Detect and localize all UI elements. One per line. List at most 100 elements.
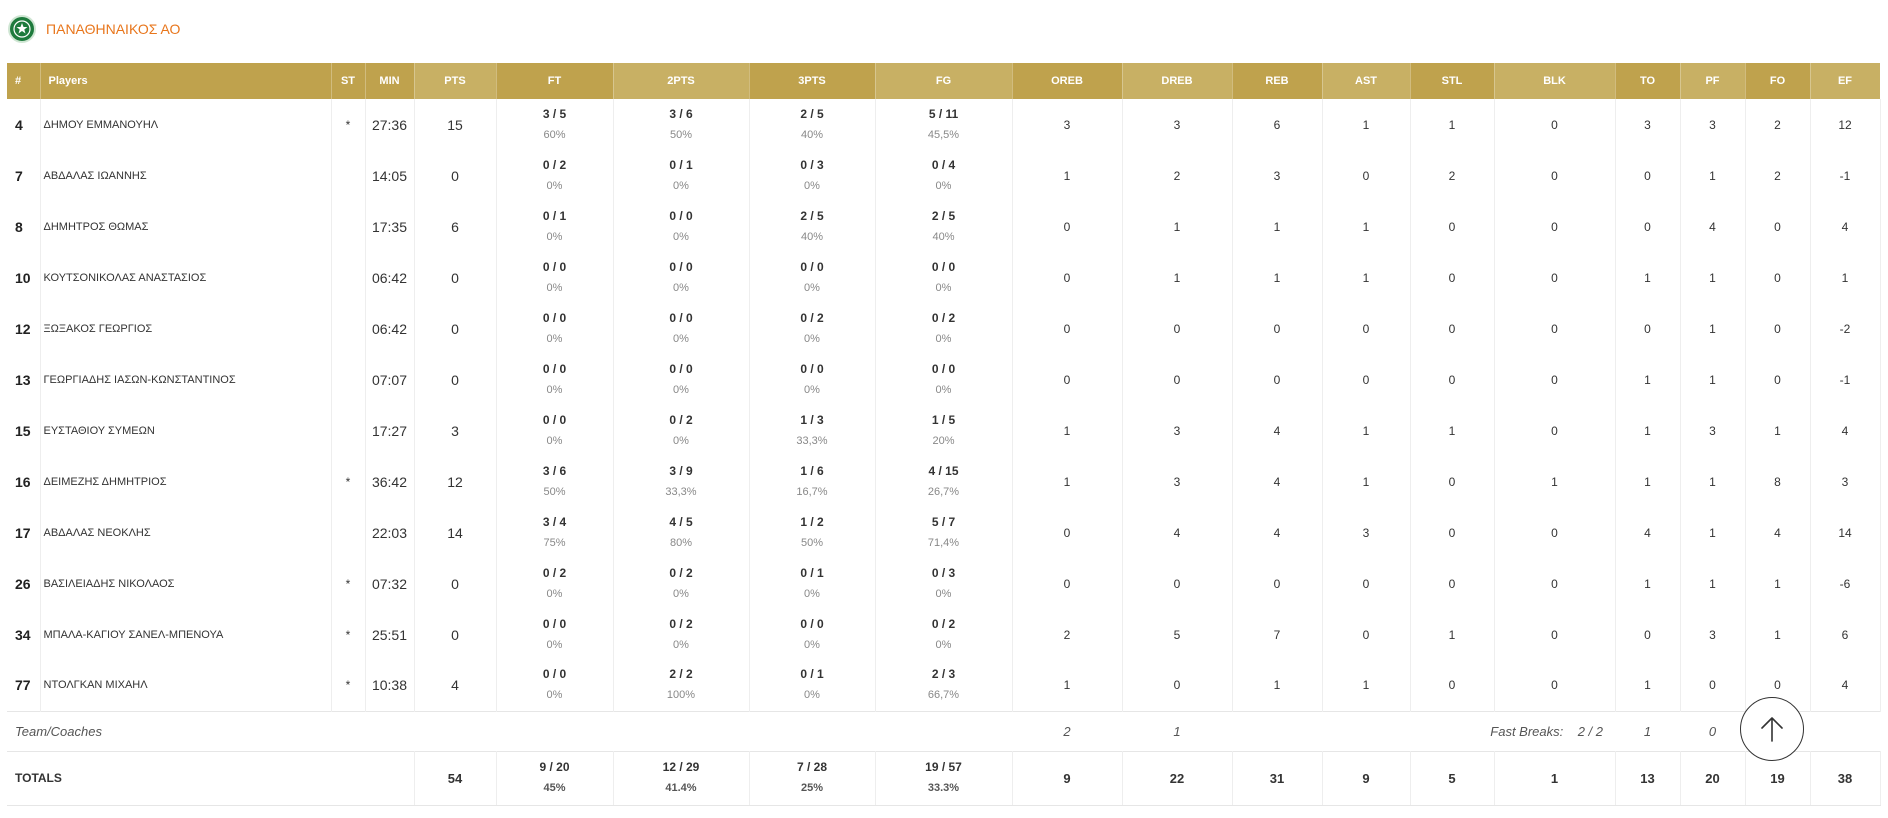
player-fo: 0 [1745,201,1811,252]
player-dreb: 0 [1122,558,1233,609]
column-header[interactable]: FO [1745,63,1811,99]
player-3pts: 0 / 0 0% [749,252,876,303]
player-reb: 3 [1232,150,1323,201]
player-ef: -2 [1810,303,1881,354]
player-3pts: 0 / 0 0% [749,609,876,660]
player-2pts: 0 / 2 0% [613,405,750,456]
player-blk: 0 [1494,507,1616,558]
player-stl: 0 [1410,558,1495,609]
player-2pts: 0 / 0 0% [613,303,750,354]
player-number: 77 [7,660,41,711]
totals-ft: 9 / 20 45% [496,750,614,806]
totals-reb: 31 [1232,750,1323,806]
scroll-to-top-button[interactable] [1740,697,1804,761]
player-2pts: 0 / 0 0% [613,354,750,405]
player-pts: 3 [414,405,497,456]
player-pts: 0 [414,252,497,303]
player-minutes: 06:42 [365,303,415,354]
column-header[interactable]: DREB [1122,63,1233,99]
player-pts: 12 [414,456,497,507]
team-dreb: 1 [1122,710,1232,751]
player-blk: 0 [1494,303,1616,354]
player-blk: 0 [1494,252,1616,303]
player-pf: 1 [1680,507,1746,558]
player-fg: 2 / 3 66,7% [875,660,1013,711]
player-name: ΑΒΔΑΛΑΣ ΝΕΟΚΛΗΣ [40,507,332,558]
column-header[interactable]: REB [1232,63,1323,99]
player-oreb: 0 [1012,558,1123,609]
column-header[interactable]: 3PTS [749,63,876,99]
player-minutes: 14:05 [365,150,415,201]
player-starter [331,303,366,354]
player-minutes: 36:42 [365,456,415,507]
player-row: 13 ΓΕΩΡΓΙΑΔΗΣ ΙΑΣΩΝ-ΚΩΝΣΤΑΝΤΙΝΟΣ 07:07 0 0 /… [7,354,1881,405]
column-header[interactable]: FG [875,63,1013,99]
column-header[interactable]: PF [1680,63,1746,99]
fast-breaks-label: Fast Breaks: [1490,723,1564,739]
fast-breaks: Fast Breaks: 2 / 2 [1410,710,1615,751]
column-header[interactable]: TO [1615,63,1681,99]
player-number: 17 [7,507,41,558]
player-pf: 1 [1680,354,1746,405]
player-blk: 0 [1494,660,1616,711]
team-name[interactable]: ΠΑΝΑΘΗΝΑΙΚΟΣ ΑΟ [46,21,181,37]
player-dreb: 2 [1122,150,1233,201]
column-header[interactable]: OREB [1012,63,1123,99]
column-header[interactable]: Players [40,63,332,99]
player-fo: 1 [1745,558,1811,609]
player-3pts: 2 / 5 40% [749,201,876,252]
player-row: 17 ΑΒΔΑΛΑΣ ΝΕΟΚΛΗΣ 22:03 14 3 / 4 75% 4 / 5 80%… [7,507,1881,558]
player-dreb: 0 [1122,660,1233,711]
team-coaches-row: Team/Coaches 2 1 Fast Breaks: 2 / 2 1 0 [7,710,1880,751]
column-header[interactable]: 2PTS [613,63,750,99]
player-fg: 2 / 5 40% [875,201,1013,252]
player-pts: 4 [414,660,497,711]
player-ft: 0 / 0 0% [496,303,614,354]
player-stl: 0 [1410,507,1495,558]
player-to: 1 [1615,558,1681,609]
player-ef: 4 [1810,201,1881,252]
player-number: 15 [7,405,41,456]
player-stl: 0 [1410,660,1495,711]
column-header[interactable]: BLK [1494,63,1616,99]
column-header[interactable]: FT [496,63,614,99]
player-2pts: 0 / 0 0% [613,201,750,252]
player-starter [331,201,366,252]
player-2pts: 0 / 1 0% [613,150,750,201]
player-fo: 4 [1745,507,1811,558]
player-blk: 0 [1494,609,1616,660]
player-reb: 1 [1232,201,1323,252]
player-minutes: 27:36 [365,99,415,150]
column-header[interactable]: MIN [365,63,415,99]
boxscore-table: # Players ST MIN PTS FT 2PTS 3PTS FG OREB DREB REB A… [7,63,1881,806]
player-to: 0 [1615,609,1681,660]
totals-2pts: 12 / 29 41.4% [613,750,750,806]
player-minutes: 06:42 [365,252,415,303]
column-header[interactable]: STL [1410,63,1495,99]
player-ft: 0 / 1 0% [496,201,614,252]
player-pts: 0 [414,558,497,609]
player-oreb: 1 [1012,150,1123,201]
column-header[interactable]: PTS [414,63,497,99]
player-to: 1 [1615,660,1681,711]
player-blk: 0 [1494,201,1616,252]
totals-label: TOTALS [7,750,415,806]
column-header[interactable]: ST [331,63,366,99]
player-row: 15 ΕΥΣΤΑΘΙΟΥ ΣΥΜΕΩΝ 17:27 3 0 / 0 0% 0 / 2 0% 1 … [7,405,1881,456]
player-fo: 0 [1745,303,1811,354]
player-row: 26 ΒΑΣΙΛΕΙΑΔΗΣ ΝΙΚΟΛΑΟΣ * 07:32 0 0 / 2 0% 0 / … [7,558,1881,609]
player-ef: 6 [1810,609,1881,660]
player-oreb: 2 [1012,609,1123,660]
player-reb: 4 [1232,456,1323,507]
column-header[interactable]: EF [1810,63,1881,99]
player-fo: 0 [1745,252,1811,303]
column-header[interactable]: AST [1322,63,1411,99]
player-oreb: 1 [1012,456,1123,507]
player-starter [331,507,366,558]
player-pf: 4 [1680,201,1746,252]
player-ef: -1 [1810,354,1881,405]
totals-fg: 19 / 57 33.3% [875,750,1013,806]
column-header[interactable]: # [7,63,41,99]
player-row: 4 ΔΗΜΟΥ ΕΜΜΑΝΟΥΗΛ * 27:36 15 3 / 5 60% 3 / 6 50%… [7,99,1881,150]
player-oreb: 1 [1012,405,1123,456]
